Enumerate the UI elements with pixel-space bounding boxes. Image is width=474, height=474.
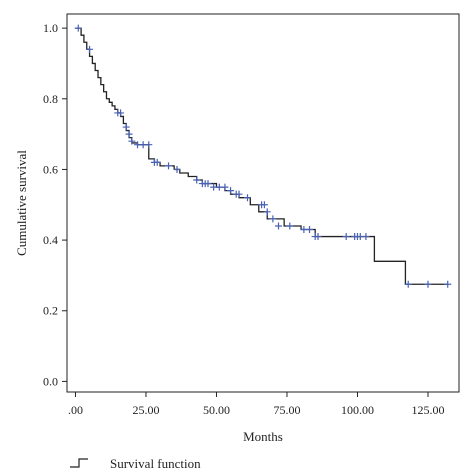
y-tick-label: 0.0 — [43, 374, 58, 388]
survival-curve-group — [75, 27, 448, 285]
censor-mark — [145, 141, 153, 149]
legend: Survival function — [70, 456, 201, 471]
censor-mark — [263, 208, 271, 216]
x-tick-label: 125.00 — [411, 403, 444, 417]
censor-mark — [221, 183, 229, 191]
censor-mark — [260, 201, 268, 209]
censor-mark — [306, 225, 314, 233]
y-tick-label: 0.2 — [43, 304, 58, 318]
y-tick-label: 0.6 — [43, 162, 58, 176]
censor-mark — [227, 187, 235, 195]
censor-mark — [424, 280, 432, 288]
censor-mark — [243, 194, 251, 202]
censor-mark — [404, 280, 412, 288]
y-tick-label: 0.8 — [43, 92, 58, 106]
censor-mark — [342, 233, 350, 241]
censor-mark — [173, 165, 181, 173]
censor-mark — [193, 176, 201, 184]
x-tick-label: 100.00 — [341, 403, 374, 417]
censor-mark — [74, 24, 82, 32]
censor-mark — [235, 190, 243, 198]
y-axis-title: Cumulative survival — [14, 150, 29, 256]
censor-mark — [128, 137, 136, 145]
x-tick-label: 75.00 — [273, 403, 300, 417]
y-tick-label: 0.4 — [43, 233, 58, 247]
x-tick-label: .00 — [68, 403, 83, 417]
censor-mark — [286, 222, 294, 230]
censor-marks-group — [74, 24, 452, 288]
censor-mark — [125, 130, 133, 138]
legend-step-swatch — [70, 458, 88, 468]
censor-mark — [444, 280, 452, 288]
censor-mark — [122, 123, 130, 131]
survival-step-line — [75, 27, 448, 285]
axes: 0.0 0.2 0.4 0.6 0.8 1.0 .00 25.00 50.00 75.00 100.… — [43, 13, 460, 417]
x-tick-label: 50.00 — [203, 403, 230, 417]
censor-mark — [86, 45, 94, 53]
plot-frame — [66, 13, 460, 393]
legend-label: Survival function — [110, 456, 201, 471]
x-tick-label: 25.00 — [132, 403, 159, 417]
censor-mark — [269, 215, 277, 223]
censor-mark — [117, 109, 125, 117]
censor-mark — [204, 180, 212, 188]
censor-mark — [314, 233, 322, 241]
y-tick-label: 1.0 — [43, 21, 58, 35]
censor-mark — [153, 158, 161, 166]
censor-mark — [362, 233, 370, 241]
censor-mark — [275, 222, 283, 230]
x-axis-title: Months — [243, 429, 283, 444]
censor-mark — [165, 162, 173, 170]
